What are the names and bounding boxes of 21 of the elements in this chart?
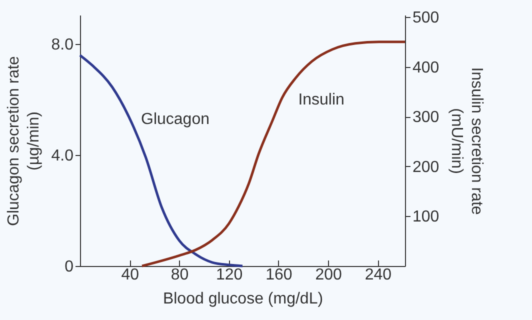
- x-tick-label: 160: [266, 266, 292, 284]
- line-series: [140, 40, 406, 268]
- x-tick-label: 80: [170, 266, 189, 284]
- y2-tick-label: 200: [412, 158, 440, 176]
- y2-tick-label: 300: [412, 109, 440, 126]
- y2-tick-label: 500: [412, 9, 440, 26]
- series-label: Insulin: [298, 92, 344, 109]
- x-tick-label: 240: [364, 266, 392, 284]
- y-tick-label: 8.0: [51, 36, 74, 54]
- line-series: [78, 54, 244, 268]
- x-tick-label: 40: [121, 266, 140, 284]
- y-tick-label: 4.0: [51, 148, 74, 165]
- y2-axis-title: Insulin secretion rate (mU/min): [448, 67, 486, 215]
- x-tick-label: 120: [216, 266, 243, 284]
- x-axis-title: Blood glucose (mg/dL): [162, 290, 324, 308]
- y-tick-label: 0: [64, 258, 74, 276]
- y2-tick-label: 400: [412, 59, 440, 76]
- x-tick-label: 200: [315, 266, 342, 284]
- series-label: Glucagon: [141, 111, 210, 128]
- y-axis-title: Glucagon secretion rate (µg/min): [5, 56, 42, 226]
- y2-tick-label: 100: [412, 208, 440, 226]
